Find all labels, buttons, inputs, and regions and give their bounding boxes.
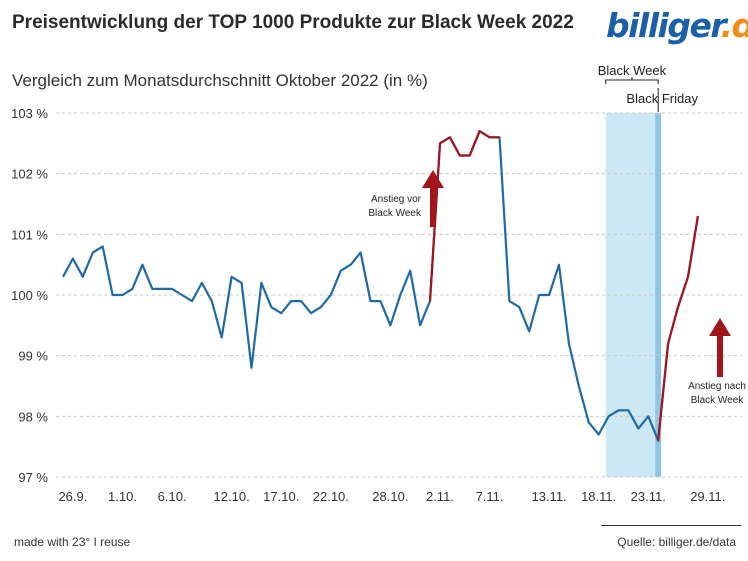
rise-before-label: Black Week	[368, 208, 422, 219]
x-tick-label: 26.9.	[58, 489, 87, 504]
price-rise-line	[657, 215, 699, 441]
x-tick-label: 29.11.	[690, 489, 725, 504]
made-with-note: made with 23° I reuse	[14, 535, 131, 549]
y-tick-label: 98 %	[18, 409, 48, 424]
y-tick-label: 101 %	[11, 227, 48, 242]
x-tick-label: 28.10.	[372, 489, 408, 504]
arrow-layer	[422, 170, 731, 377]
x-tick-label: 17.10.	[263, 489, 299, 504]
rise-before-arrow	[422, 170, 444, 227]
logo-tld-text: de	[732, 6, 748, 45]
black-friday-label: Black Friday	[626, 91, 698, 106]
x-tick-label: 6.10.	[158, 489, 187, 504]
series-line	[62, 130, 699, 442]
grid-layer	[56, 112, 742, 478]
x-tick-label: 12.10.	[214, 489, 250, 504]
x-tick-label: 13.11.	[531, 489, 566, 504]
y-tick-label: 100 %	[11, 288, 48, 303]
source-note: Quelle: billiger.de/data	[617, 535, 736, 549]
y-tick-label: 99 %	[18, 349, 48, 364]
y-tick-label: 102 %	[11, 167, 48, 182]
x-tick-label: 22.10.	[313, 489, 349, 504]
y-tick-label: 103 %	[11, 106, 48, 121]
black-week-label: Black Week	[598, 63, 667, 78]
price-rise-line	[428, 130, 500, 302]
x-tick-label: 7.11.	[476, 489, 504, 504]
black-week-bracket	[605, 77, 659, 84]
series-layer	[62, 130, 699, 442]
chart-title: Preisentwicklung der TOP 1000 Produkte z…	[12, 12, 574, 33]
x-tick-label: 2.11.	[426, 489, 454, 504]
y-tick-label: 97 %	[18, 470, 48, 485]
chart-subtitle: Vergleich zum Monatsdurchschnitt Oktober…	[12, 71, 428, 90]
x-tick-label: 18.11.	[581, 489, 616, 504]
label-layer: 97 % 98 % 99 % 100 % 101 % 102 % 103 % 26.9. 1.1…	[11, 63, 746, 504]
rise-after-label: Black Week	[691, 395, 745, 406]
footer-divider	[601, 525, 741, 526]
logo-main-text: billiger	[606, 6, 722, 45]
rise-after-label: Anstieg nach	[688, 381, 746, 392]
rise-before-label: Anstieg vor	[371, 194, 422, 205]
x-tick-label: 23.11.	[631, 489, 666, 504]
rise-after-arrow	[709, 318, 731, 377]
logo-dot: .	[720, 6, 733, 45]
x-tick-label: 1.10.	[108, 489, 137, 504]
billiger-logo: billiger.de	[606, 6, 748, 45]
